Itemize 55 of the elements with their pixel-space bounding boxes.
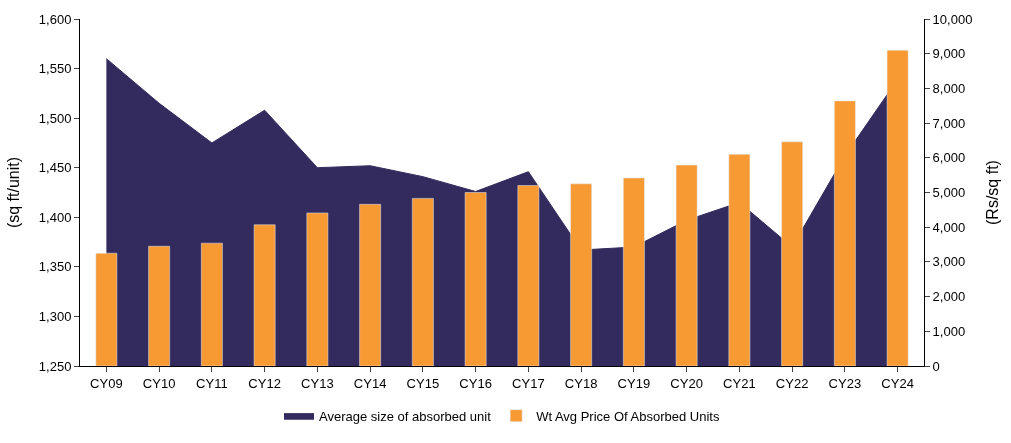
bar (623, 177, 645, 366)
x-tick-label: CY10 (142, 375, 176, 391)
y2-axis-title: (Rs/sq ft) (984, 160, 1002, 225)
y-tick-label: 1,300 (38, 308, 72, 324)
y2-tick-label: 8,000 (932, 80, 966, 96)
y-axis-title: (sq ft/unit) (4, 156, 22, 229)
x-tick-label: CY19 (617, 375, 651, 391)
y-tick-label: 1,550 (38, 61, 72, 77)
bar (253, 224, 276, 366)
x-tick-label: CY20 (670, 375, 703, 391)
y2-tick-label: 2,000 (932, 289, 966, 305)
x-tick-label: CY12 (248, 375, 281, 391)
y2-tick-label: 0 (932, 358, 940, 374)
y2-tick-label: 9,000 (932, 46, 966, 62)
y-tick-label: 1,250 (38, 358, 72, 374)
y2-tick-label: 7,000 (932, 115, 966, 131)
legend-label: Wt Avg Price Of Absorbed Units (536, 408, 720, 424)
bar (728, 154, 751, 366)
x-tick-label: CY14 (353, 375, 387, 391)
bar (148, 246, 170, 366)
x-tick-label: CY15 (406, 375, 440, 391)
bar (464, 192, 487, 366)
x-tick-label: CY13 (301, 375, 334, 391)
legend-label: Average size of absorbed unit (319, 408, 492, 424)
y-tick-label: 1,350 (38, 259, 72, 275)
x-tick-label: CY23 (828, 375, 862, 391)
y2-tick-label: 1,000 (932, 323, 966, 339)
bar (570, 183, 592, 366)
y2-tick-label: 4,000 (932, 219, 966, 235)
x-tick-label: CY24 (881, 375, 914, 391)
bar (412, 198, 434, 366)
bar (675, 164, 698, 366)
y-tick-label: 1,500 (38, 110, 72, 126)
bar (834, 100, 856, 366)
bar (201, 242, 223, 366)
bar (359, 204, 381, 366)
bar (781, 141, 803, 366)
x-tick-label: CY09 (90, 375, 123, 391)
y-tick-label: 1,450 (38, 160, 72, 176)
bar (886, 49, 909, 366)
bar (95, 252, 118, 366)
y2-tick-label: 10,000 (932, 11, 973, 27)
x-tick-label: CY22 (775, 375, 809, 391)
bar (306, 212, 329, 366)
y2-tick-label: 6,000 (932, 150, 966, 166)
y-tick-label: 1,600 (38, 11, 72, 27)
y2-tick-label: 3,000 (932, 254, 966, 270)
x-tick-label: CY17 (512, 375, 545, 391)
x-tick-label: CY16 (459, 375, 492, 391)
x-tick-label: CY18 (564, 375, 598, 391)
y2-tick-label: 5,000 (932, 185, 966, 201)
bar (517, 185, 540, 366)
y-tick-label: 1,400 (38, 209, 72, 225)
x-tick-label: CY21 (723, 375, 756, 391)
x-tick-label: CY11 (196, 375, 228, 391)
